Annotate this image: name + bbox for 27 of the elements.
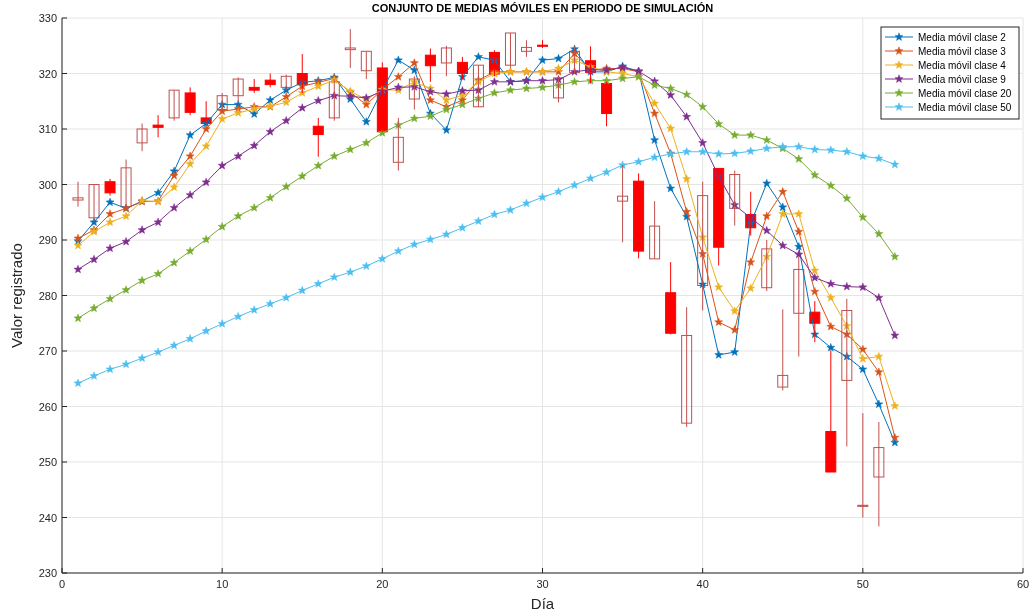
y-tick-label: 260 — [38, 400, 57, 413]
y-tick-label: 240 — [38, 511, 57, 524]
legend-label: Media móvil clase 20 — [918, 87, 1012, 99]
legend-label: Media móvil clase 50 — [918, 101, 1012, 113]
chart-title: CONJUNTO DE MEDIAS MÓVILES EN PERIODO DE SIMULACIÓN — [371, 2, 714, 14]
x-tick-label: 0 — [58, 578, 66, 590]
y-tick-label: 280 — [38, 289, 57, 302]
legend-label: Media móvil clase 2 — [918, 31, 1007, 43]
y-tick-label: 230 — [38, 567, 57, 579]
y-tick-label: 330 — [38, 12, 57, 24]
y-tick-label: 320 — [38, 67, 57, 80]
y-tick-label: 310 — [38, 123, 57, 135]
y-tick-label: 250 — [38, 456, 57, 468]
x-tick-label: 50 — [856, 578, 869, 590]
legend-label: Media móvil clase 4 — [918, 59, 1007, 71]
y-tick-label: 270 — [38, 345, 57, 357]
legend-label: Media móvil clase 9 — [918, 73, 1007, 85]
x-axis-title: Día — [530, 595, 555, 612]
x-tick-label: 30 — [536, 578, 549, 590]
x-tick-label: 20 — [376, 578, 389, 590]
y-axis-title: Valor registrado — [8, 243, 25, 348]
x-tick-label: 60 — [1016, 578, 1030, 590]
legend-label: Media móvil clase 3 — [918, 45, 1007, 57]
y-tick-label: 290 — [38, 234, 57, 246]
x-tick-label: 10 — [216, 578, 229, 590]
y-tick-label: 300 — [38, 178, 57, 191]
x-tick-label: 40 — [696, 578, 709, 590]
